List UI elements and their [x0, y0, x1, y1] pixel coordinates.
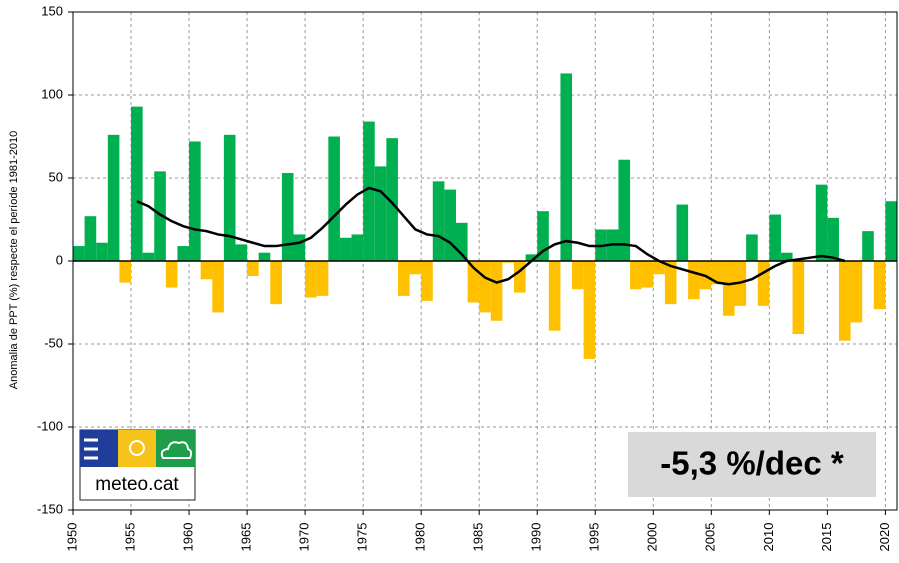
bar — [305, 261, 317, 298]
y-tick-label: -100 — [37, 418, 63, 433]
bar — [409, 261, 422, 275]
smooth-line — [136, 186, 846, 286]
bar — [223, 134, 236, 261]
y-axis-label: Anomalia de PPT (%) respecte el període … — [8, 131, 20, 389]
bar — [96, 242, 108, 261]
bar — [583, 261, 596, 359]
x-tick-label: 1990 — [529, 523, 544, 552]
bar — [131, 106, 143, 262]
logo-cloud — [160, 441, 193, 459]
bar — [572, 261, 584, 290]
bar — [467, 261, 480, 303]
bar — [885, 201, 897, 261]
bar — [165, 261, 178, 288]
bar — [200, 261, 213, 280]
bar — [142, 252, 155, 261]
x-tick-label: 1960 — [180, 523, 195, 552]
bar — [769, 214, 781, 261]
logo-sun — [129, 440, 145, 456]
x-tick-label: 2005 — [703, 523, 718, 552]
annotation: -5,3 %/dec * — [660, 445, 844, 482]
bar — [455, 222, 468, 261]
bar — [84, 216, 97, 261]
bar — [386, 138, 398, 261]
bar — [548, 261, 561, 331]
bar — [514, 261, 526, 293]
bar — [432, 181, 445, 261]
bar — [154, 171, 166, 261]
x-tick-label: 1980 — [413, 523, 428, 552]
bar — [780, 252, 793, 261]
y-tick-label: 50 — [49, 169, 63, 184]
x-tick-label: 1995 — [587, 523, 602, 552]
bar — [73, 246, 85, 261]
bar — [688, 261, 700, 300]
x-tick-label: 1965 — [239, 523, 254, 552]
bar — [525, 254, 538, 261]
y-tick-label: 100 — [41, 86, 63, 101]
logo: meteo.cat — [79, 429, 196, 501]
bar — [235, 244, 248, 261]
bar — [653, 261, 665, 275]
bar — [270, 261, 282, 305]
bar — [722, 261, 735, 316]
plot-frame — [72, 11, 898, 511]
bar — [815, 184, 828, 261]
bar — [873, 261, 886, 310]
x-tick-label: 1975 — [355, 523, 370, 552]
x-tick-label: 1970 — [297, 523, 312, 552]
bar — [664, 261, 677, 305]
bar — [757, 261, 770, 306]
bar — [363, 121, 375, 261]
bar — [746, 234, 758, 261]
bar — [630, 261, 642, 290]
x-tick-label: 1985 — [471, 523, 486, 552]
y-tick-label: -150 — [37, 501, 63, 516]
bar — [374, 166, 387, 261]
bar — [212, 261, 224, 313]
bar — [293, 234, 306, 261]
x-tick-label: 1950 — [64, 523, 79, 552]
bar — [177, 246, 190, 261]
y-tick-label: 150 — [41, 3, 63, 18]
bar — [676, 204, 689, 261]
bar — [850, 261, 863, 323]
bar — [560, 73, 573, 261]
bar — [247, 261, 259, 276]
bar — [339, 237, 352, 261]
x-tick-label: 2020 — [877, 523, 892, 552]
annotation-box — [628, 432, 876, 497]
bar — [316, 261, 329, 296]
bar — [444, 189, 456, 261]
bar — [502, 261, 515, 263]
bar — [618, 159, 631, 261]
bar — [351, 234, 364, 261]
bar — [838, 261, 851, 341]
bar — [490, 261, 503, 321]
bar — [328, 136, 340, 261]
bar — [862, 231, 874, 261]
bar — [421, 261, 433, 301]
logo-text: meteo.cat — [95, 474, 179, 495]
bar — [479, 261, 491, 313]
y-tick-label: 0 — [56, 252, 63, 267]
bar — [641, 261, 654, 288]
x-tick-label: 1955 — [122, 523, 137, 552]
bar — [711, 261, 723, 285]
bar — [281, 173, 294, 261]
bar — [792, 261, 805, 335]
bar — [397, 261, 410, 296]
bar — [119, 261, 132, 283]
y-tick-label: -50 — [44, 335, 63, 350]
bar — [258, 252, 271, 261]
bar — [189, 141, 201, 261]
logo-yellow — [118, 430, 156, 467]
x-tick-label: 2000 — [645, 523, 660, 552]
x-tick-label: 2010 — [761, 523, 776, 552]
x-tick-label: 2015 — [819, 523, 834, 552]
bar — [827, 217, 839, 261]
bar — [107, 134, 120, 261]
bar — [537, 211, 549, 261]
